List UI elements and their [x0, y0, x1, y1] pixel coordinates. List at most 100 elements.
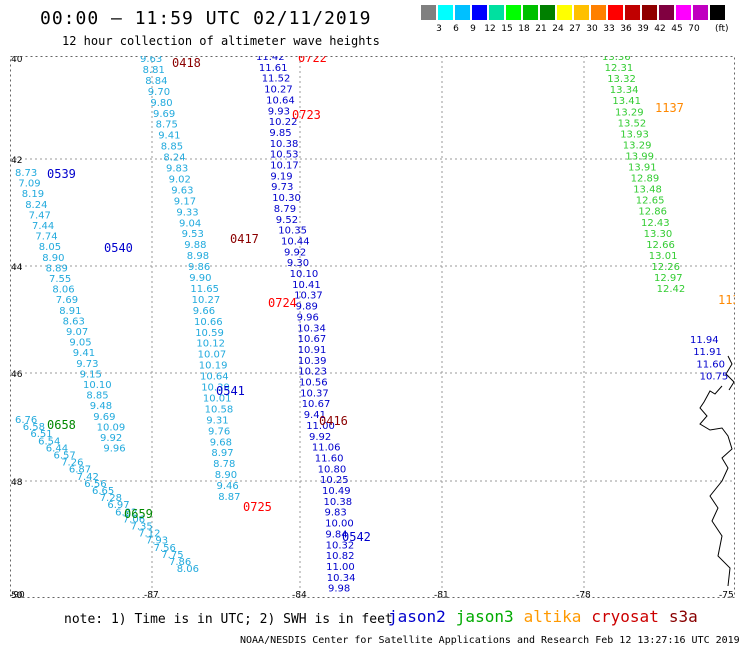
track-jason3-diagonal-value: 9.15 — [80, 369, 102, 380]
pass-time-label: 0540 — [104, 241, 133, 255]
legend-swatch — [659, 5, 674, 20]
track-jason3-diagonal-value: 7.55 — [49, 274, 71, 285]
track-jason2-value: 10.23 — [298, 367, 327, 378]
track-jason2-value: 10.37 — [294, 291, 323, 302]
legend-label: 33 — [603, 24, 615, 34]
track-altika-value: 13.48 — [633, 185, 662, 196]
track-jason2-value: 11.00 — [326, 562, 355, 573]
legend-label: 27 — [569, 24, 581, 34]
track-jason2-value: 10.64 — [266, 95, 295, 106]
track-jason2-value: 9.89 — [296, 302, 318, 313]
track-jason3-south-value: 7.26 — [61, 458, 83, 469]
track-jason2-value: 10.00 — [325, 519, 354, 530]
pass-time-label: 0417 — [230, 232, 259, 246]
legend-swatch — [625, 5, 640, 20]
track-jason2-value: 10.17 — [270, 161, 299, 172]
track-jason3-diagonal-value: 8.63 — [63, 316, 85, 327]
track-altika-value: 12.89 — [631, 174, 660, 185]
legend-swatch — [557, 5, 572, 20]
legend-label: 42 — [654, 24, 666, 34]
track-altika-value: 13.29 — [615, 107, 644, 118]
legend-label: 39 — [637, 24, 649, 34]
track-jason3-diagonal-value: 9.48 — [90, 401, 112, 412]
track-jason2-value: 10.32 — [326, 540, 355, 551]
track-jason3-west-value: 9.80 — [150, 98, 172, 109]
track-jason3-west-value: 11.65 — [190, 284, 219, 295]
track-jason2-value: 10.30 — [272, 193, 301, 204]
legend-label: 70 — [688, 24, 700, 34]
legend-swatch — [574, 5, 589, 20]
track-jason3-diagonal-value: 8.85 — [86, 391, 108, 402]
map-border — [10, 56, 735, 598]
track-jason2-value: 10.35 — [278, 226, 307, 237]
legend-swatch — [693, 5, 708, 20]
pass-time-label: 0542 — [342, 530, 371, 544]
legend-swatch — [489, 5, 504, 20]
track-jason3-south-value: 6.44 — [46, 443, 68, 454]
track-jason2-value: 9.96 — [297, 312, 319, 323]
track-jason3-diagonal-value: 8.91 — [59, 306, 81, 317]
pass-time-label: 0658 — [47, 418, 76, 432]
track-jason3-south-value: 6.58 — [23, 422, 45, 433]
lat-label: 48 — [11, 478, 23, 488]
track-jason2-value: 10.10 — [290, 269, 319, 280]
track-jason3-diagonal-value: 9.73 — [76, 359, 98, 370]
legend-label: 9 — [470, 24, 476, 34]
legend-label: 3 — [436, 24, 442, 34]
pass-time-label: 0418 — [172, 56, 201, 70]
legend-label: 45 — [671, 24, 683, 34]
track-jason3-west-value: 8.78 — [213, 459, 235, 470]
track-altika-value: 12.43 — [641, 218, 670, 229]
track-jason3-south-value: 7.28 — [100, 493, 122, 504]
track-jason3-diagonal-value: 8.90 — [42, 253, 64, 264]
track-jason2-value: 9.73 — [271, 182, 293, 193]
track-jason2-value: 10.37 — [300, 388, 329, 399]
pass-time-label: 113 — [718, 293, 735, 307]
track-jason2-value: 10.67 — [302, 399, 331, 410]
track-jason3-west-value: 10.12 — [196, 339, 225, 350]
track-jason2-value: 11.60 — [315, 453, 344, 464]
track-jason2-value: 10.80 — [318, 464, 347, 475]
map-area: 40 42 44 46 48 50 -90 -87 -84 -81 -78 -75 9.63 8.81 8.… — [10, 51, 740, 601]
track-jason3-south-value: 6.76 — [15, 415, 37, 426]
track-jason2-value: 10.91 — [298, 345, 327, 356]
track-jason3-west-value: 9.66 — [193, 306, 215, 317]
track-jason3-west-value: 9.90 — [189, 273, 211, 284]
track-jason3-south-value: 6.87 — [69, 465, 91, 476]
track-jason3-west-value: 9.46 — [217, 481, 239, 492]
track-jason2-value: 10.67 — [298, 334, 327, 345]
lat-label: 44 — [11, 263, 23, 273]
track-jason3-diagonal-value: 9.05 — [69, 338, 91, 349]
track-jason3-west-value: 9.88 — [184, 240, 206, 251]
page-title: 00:00 – 11:59 UTC 02/11/2019 — [40, 8, 372, 29]
track-jason3-west-value: 8.81 — [143, 65, 165, 76]
track-altika-value: 12.97 — [654, 273, 683, 284]
satellite-label-s3a: s3a — [668, 607, 698, 626]
track-jason3-diagonal-value: 8.06 — [52, 285, 74, 296]
note-text: note: 1) Time is in UTC; 2) SWH is in fe… — [64, 612, 393, 627]
track-altika-value: 12.86 — [638, 207, 667, 218]
track-jason3-diagonal-value: 10.09 — [97, 422, 126, 433]
track-jason3-south-value: 7.12 — [138, 529, 160, 540]
track-jason3-west-value: 8.85 — [161, 142, 183, 153]
track-altika-value: 12.42 — [657, 284, 686, 295]
track-jason2-value: 10.53 — [270, 150, 299, 161]
track-jason2-value: 9.19 — [270, 171, 292, 182]
legend-label: 30 — [586, 24, 598, 34]
lon-label: -81 — [434, 591, 449, 599]
track-altika-value: 13.30 — [644, 229, 673, 240]
lon-label: -84 — [292, 591, 307, 599]
track-altika-value: 13.36 — [602, 56, 631, 63]
track-jason3-west-value: 10.39 — [201, 383, 230, 394]
track-altika-value: 13.01 — [649, 251, 678, 262]
track-jason3-west-value: 10.66 — [194, 317, 223, 328]
pass-time-label: 0725 — [243, 500, 272, 514]
track-altika-value: 13.91 — [628, 163, 657, 174]
legend-swatch — [472, 5, 487, 20]
track-jason3-west-value: 9.76 — [208, 426, 230, 437]
lat-label: 50 — [11, 591, 23, 598]
track-altika-value: 13.93 — [620, 129, 649, 140]
track-jason3-south-value: 7.35 — [131, 522, 153, 533]
legend-swatch — [540, 5, 555, 20]
